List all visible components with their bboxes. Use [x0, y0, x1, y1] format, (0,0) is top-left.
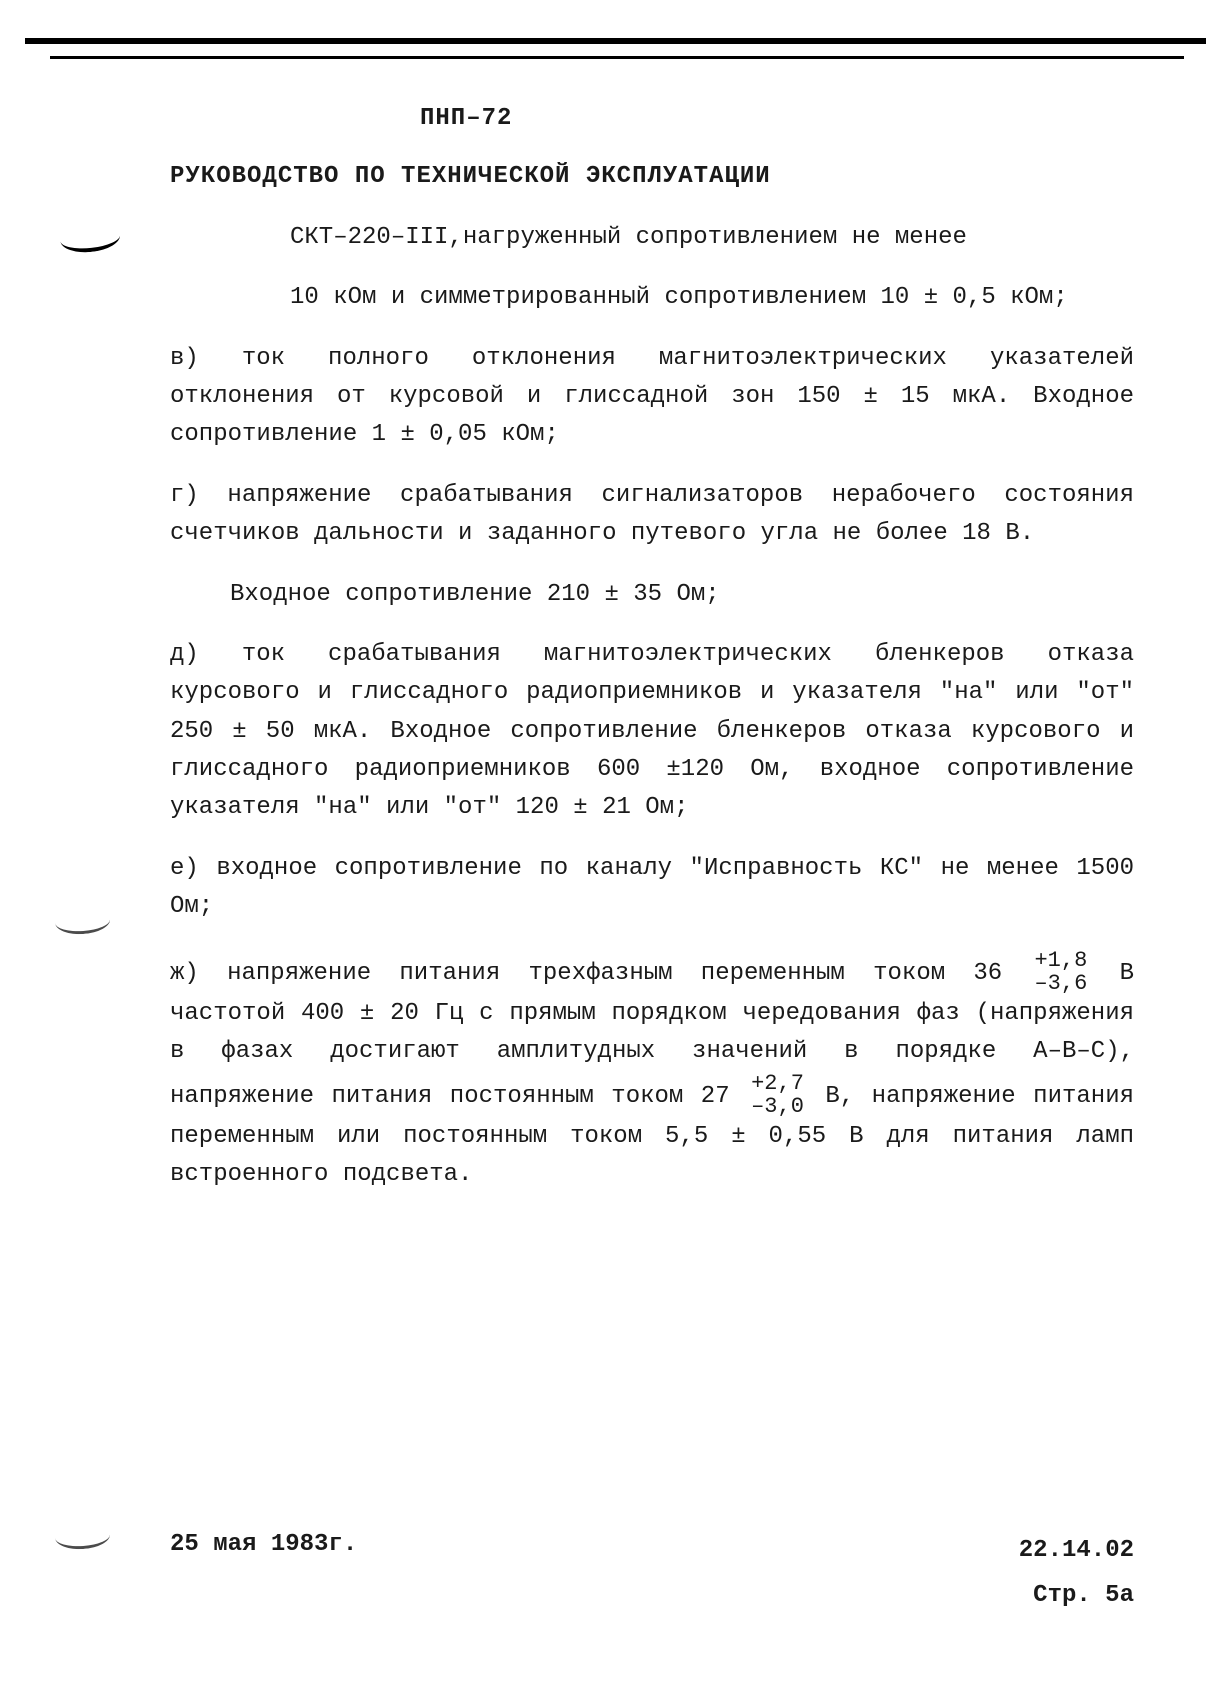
item-zh: ж) напряжение питания трехфазным перемен…	[170, 949, 1134, 1195]
intro-line-2: 10 кОм и симметрированный сопротивлением…	[170, 279, 1134, 317]
item-d: д) ток срабатывания магнитоэлектрических…	[170, 636, 1134, 828]
frac1-bot: –3,6	[1034, 972, 1087, 995]
margin-mark-icon	[54, 1518, 111, 1551]
tolerance-fraction-1: +1,8 –3,6	[1034, 949, 1087, 995]
footer-right: 22.14.02 Стр. 5а	[1019, 1526, 1134, 1615]
tolerance-fraction-2: +2,7 –3,0	[751, 1072, 804, 1118]
frac1-top: +1,8	[1034, 949, 1087, 972]
item-g: г) напряжение срабатывания сигнализаторо…	[170, 477, 1134, 554]
item-zh-text-a: напряжение питания трехфазным переменным…	[227, 960, 1002, 987]
footer-page: Стр. 5а	[1019, 1577, 1134, 1615]
top-rule-inner	[50, 56, 1184, 59]
document-code: ПНП–72	[420, 100, 1134, 138]
item-zh-label: ж)	[170, 960, 199, 987]
item-e: е) входное сопротивление по каналу "Испр…	[170, 850, 1134, 927]
item-v: в) ток полного отклонения магнитоэлектри…	[170, 340, 1134, 455]
item-e-text: входное сопротивление по каналу "Исправн…	[170, 855, 1134, 920]
margin-mark-icon	[58, 217, 121, 255]
content-block: ПНП–72 РУКОВОДСТВО ПО ТЕХНИЧЕСКОЙ ЭКСПЛУ…	[170, 100, 1134, 1217]
intro-line-1: СКТ–220–III,нагруженный сопротивлением н…	[170, 219, 1134, 257]
margin-mark-icon	[54, 903, 111, 936]
item-v-text: ток полного отклонения магнитоэлектричес…	[170, 345, 1134, 449]
frac2-top: +2,7	[751, 1072, 804, 1095]
item-e-label: е)	[170, 855, 199, 882]
item-d-text: ток срабатывания магнитоэлектрических бл…	[170, 641, 1134, 822]
footer-section: 22.14.02	[1019, 1532, 1134, 1570]
item-d-label: д)	[170, 641, 199, 668]
item-g-text: напряжение срабатывания сигнализаторов н…	[170, 482, 1134, 547]
item-g-text2: Входное сопротивление 210 ± 35 Ом;	[170, 576, 1134, 614]
footer: 25 мая 1983г. 22.14.02 Стр. 5а	[170, 1526, 1134, 1615]
page: ПНП–72 РУКОВОДСТВО ПО ТЕХНИЧЕСКОЙ ЭКСПЛУ…	[0, 0, 1224, 1685]
frac2-bot: –3,0	[751, 1095, 804, 1118]
item-v-label: в)	[170, 345, 199, 372]
footer-date: 25 мая 1983г.	[170, 1526, 357, 1615]
item-g-label: г)	[170, 482, 199, 509]
top-rule-outer	[25, 38, 1206, 44]
document-title: РУКОВОДСТВО ПО ТЕХНИЧЕСКОЙ ЭКСПЛУАТАЦИИ	[170, 158, 1134, 196]
